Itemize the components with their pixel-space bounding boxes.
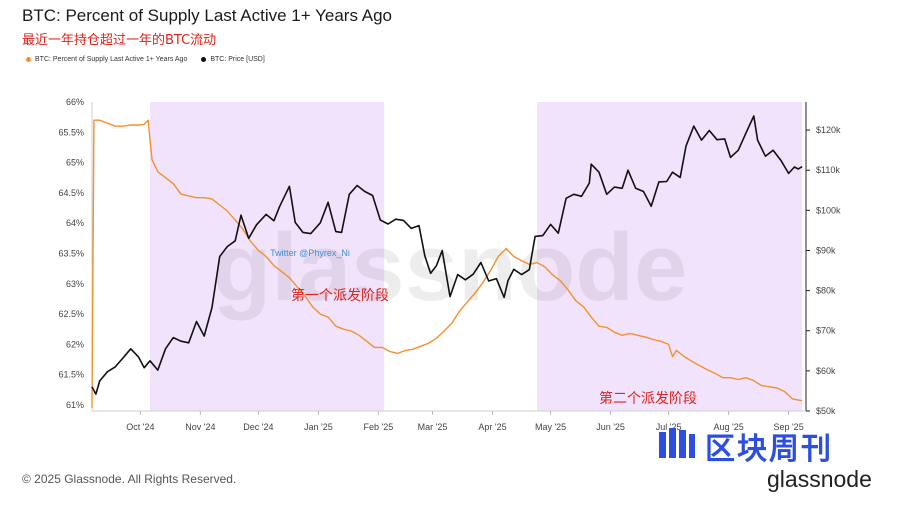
left-tick-label: 64.5%: [58, 188, 84, 198]
chart-subtitle: 最近一年持仓超过一年的BTC流动: [22, 33, 217, 48]
left-tick-label: 62.5%: [58, 309, 84, 319]
x-tick-label: May '25: [535, 422, 566, 432]
left-tick-label: 66%: [66, 97, 84, 107]
distribution-region-1: [150, 102, 385, 411]
left-tick-label: 63.5%: [58, 248, 84, 258]
chart-title: BTC: Percent of Supply Last Active 1+ Ye…: [22, 6, 392, 25]
x-tick-label: Sep '25: [773, 422, 803, 432]
x-tick-label: Jul '25: [656, 422, 682, 432]
left-tick-label: 65.5%: [58, 127, 84, 137]
right-tick-label: $50k: [816, 406, 836, 416]
right-tick-label: $110k: [816, 165, 840, 175]
left-tick-label: 63%: [66, 279, 84, 289]
brand-logo-icon: [659, 428, 695, 458]
left-tick-label: 65%: [66, 158, 84, 168]
x-tick-label: Nov '24: [185, 422, 215, 432]
x-tick-label: Oct '24: [126, 422, 154, 432]
left-tick-label: 61%: [66, 400, 84, 410]
left-tick-label: 61.5%: [58, 370, 84, 380]
price-series-line: [91, 115, 803, 395]
legend-price-label: BTC: Price [USD]: [210, 56, 265, 63]
x-tick-label: Mar '25: [418, 422, 448, 432]
right-tick-label: $60k: [816, 366, 836, 376]
legend-supply-swatch: [26, 57, 31, 62]
twitter-handle-annotation: Twitter @Phyrex_Ni: [270, 248, 350, 258]
legend: BTC: Percent of Supply Last Active 1+ Ye…: [26, 56, 265, 63]
right-tick-label: $80k: [816, 286, 836, 296]
right-tick-label: $90k: [816, 245, 836, 255]
legend-supply-label: BTC: Percent of Supply Last Active 1+ Ye…: [35, 56, 188, 63]
supply-series-line: [91, 119, 803, 409]
brand-name-cn: 区块周刊: [705, 432, 833, 467]
right-tick-label: $100k: [816, 205, 841, 215]
x-tick-label: Feb '25: [363, 422, 393, 432]
left-tick-label: 64%: [66, 218, 84, 228]
watermark-text: glassnode: [213, 214, 688, 321]
distribution-region-2: [537, 102, 803, 411]
x-tick-label: Apr '25: [478, 422, 506, 432]
x-tick-label: Jan '25: [304, 422, 333, 432]
copyright: © 2025 Glassnode. All Rights Reserved.: [22, 472, 237, 486]
right-tick-label: $70k: [816, 326, 836, 336]
legend-price-swatch: [201, 57, 207, 62]
legend-item-price[interactable]: BTC: Price [USD]: [201, 56, 265, 63]
region-2-label: 第二个派发阶段: [599, 390, 697, 407]
brand-block: 区块周刊 glassnode: [655, 422, 885, 502]
region-1-label: 第一个派发阶段: [291, 287, 389, 304]
x-tick-label: Dec '24: [243, 422, 273, 432]
chart-canvas: glassnode 61% 61.5% 62% 62.5% 63% 63.5% 64% 64.5…: [58, 97, 841, 432]
right-tick-label: $120k: [816, 125, 841, 135]
left-tick-label: 62%: [66, 339, 84, 349]
x-tick-label: Jun '25: [596, 422, 625, 432]
x-tick-label: Aug '25: [713, 422, 743, 432]
brand-name-en: glassnode: [767, 466, 872, 492]
legend-item-supply[interactable]: BTC: Percent of Supply Last Active 1+ Ye…: [26, 56, 187, 63]
